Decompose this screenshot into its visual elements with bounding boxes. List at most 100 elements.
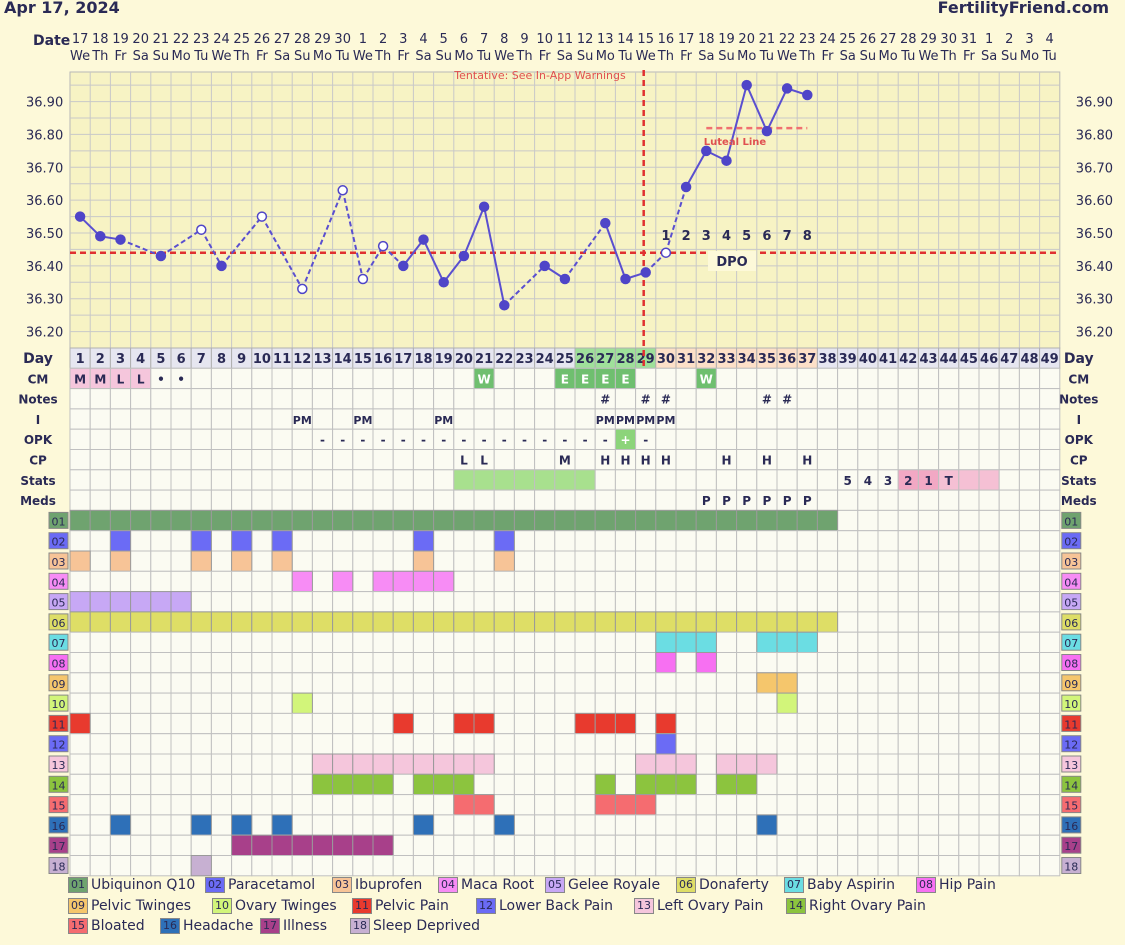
symptom-mark (412, 753, 435, 775)
info-cell (291, 388, 313, 410)
symptom-cell (1018, 550, 1041, 572)
symptom-cell (493, 794, 515, 816)
info-cell (614, 388, 637, 410)
symptom-cell (877, 855, 899, 877)
symptom-cell (150, 794, 172, 816)
symptom-cell (332, 794, 354, 816)
symptom-cell (170, 773, 192, 796)
symptom-code-left: 05 (52, 597, 66, 610)
symptom-cell (251, 530, 273, 552)
info-cell (897, 449, 919, 471)
symptom-code-left: 15 (52, 800, 66, 813)
info-value: - (603, 433, 608, 447)
symptom-cell (958, 834, 980, 857)
symptom-mark (675, 611, 697, 633)
weekday-tick: We (494, 49, 514, 64)
day-number: 26 (576, 352, 594, 367)
date-tick: 20 (738, 32, 755, 47)
row-label-left: Meds (20, 494, 56, 508)
symptom-cell (917, 509, 940, 532)
legend-label: Donaferty (699, 877, 769, 893)
info-value: H (762, 454, 772, 468)
symptom-mark (231, 834, 253, 857)
info-cell (877, 367, 899, 390)
day-number: 15 (354, 352, 372, 367)
symptom-cell (534, 672, 556, 694)
info-cell (493, 408, 515, 430)
info-cell (736, 388, 758, 410)
symptom-cell (109, 733, 132, 755)
symptom-cell (816, 652, 839, 674)
symptom-cell (190, 652, 212, 674)
symptom-code-right-bg (1061, 775, 1082, 793)
symptom-cell (635, 570, 657, 593)
info-value: - (542, 433, 547, 447)
symptom-mark (392, 509, 414, 532)
info-cell (877, 489, 899, 511)
symptom-cell (311, 652, 334, 674)
info-value: • (157, 372, 165, 386)
day-number: 12 (293, 352, 311, 367)
symptom-cell (251, 591, 273, 613)
legend-swatch: 08 (916, 877, 936, 893)
info-value: - (381, 433, 386, 447)
symptom-cell (816, 570, 839, 593)
info-cell (1018, 449, 1041, 471)
symptom-cell (352, 591, 374, 613)
info-value: - (360, 433, 365, 447)
symptom-cell (635, 550, 657, 572)
day-number: 34 (738, 352, 756, 367)
weekday-tick: Sa (698, 49, 714, 64)
symptom-cell (69, 794, 91, 816)
symptom-code-right-bg (1061, 593, 1082, 611)
symptom-cell (796, 834, 818, 857)
info-cell (311, 449, 334, 471)
symptom-cell (513, 652, 536, 674)
temp-point (256, 211, 268, 222)
info-value: P (702, 494, 711, 508)
info-cell (796, 428, 818, 451)
weekday-tick: Sa (981, 49, 997, 64)
symptom-cell (594, 672, 616, 694)
symptom-cell (756, 733, 778, 755)
symptom-cell (776, 855, 798, 877)
y-tick-right: 36.70 (1076, 161, 1113, 176)
symptom-cell (69, 753, 91, 775)
brand-logo-text[interactable]: FertilityFriend.com (937, 0, 1109, 17)
info-cell (311, 388, 334, 410)
day-number: 33 (717, 352, 735, 367)
symptom-code-right: 08 (1064, 658, 1078, 671)
symptom-cell (594, 530, 616, 552)
symptom-cell (231, 631, 253, 654)
symptom-cell (917, 631, 940, 654)
symptom-cell (958, 591, 980, 613)
symptom-cell (554, 814, 576, 836)
info-cell (776, 367, 798, 390)
symptom-cell (554, 570, 576, 593)
symptom-cell (69, 773, 91, 796)
y-tick-left: 36.40 (26, 260, 63, 275)
info-cell (291, 428, 313, 451)
symptom-cell (695, 672, 717, 694)
symptom-cell (412, 692, 435, 714)
symptom-cell (837, 773, 859, 796)
symptom-cell (69, 652, 91, 674)
y-tick-left: 36.90 (26, 96, 63, 111)
info-cell (372, 449, 394, 471)
info-cell (271, 388, 293, 410)
symptom-cell (69, 855, 91, 877)
symptom-cell (271, 652, 293, 674)
symptom-cell (392, 550, 414, 572)
day-number: 38 (818, 352, 836, 367)
symptom-cell (291, 530, 313, 552)
symptom-mark (816, 611, 839, 633)
legend-label: Headache (183, 918, 254, 934)
info-cell (231, 428, 253, 451)
weekday-tick: Mo (313, 49, 332, 64)
info-cell (1039, 367, 1061, 390)
legend-item: 08 Hip Pain (916, 877, 996, 893)
symptom-cell (736, 672, 758, 694)
info-cell (69, 449, 91, 471)
info-cell (210, 469, 233, 491)
temp-point (357, 273, 369, 285)
